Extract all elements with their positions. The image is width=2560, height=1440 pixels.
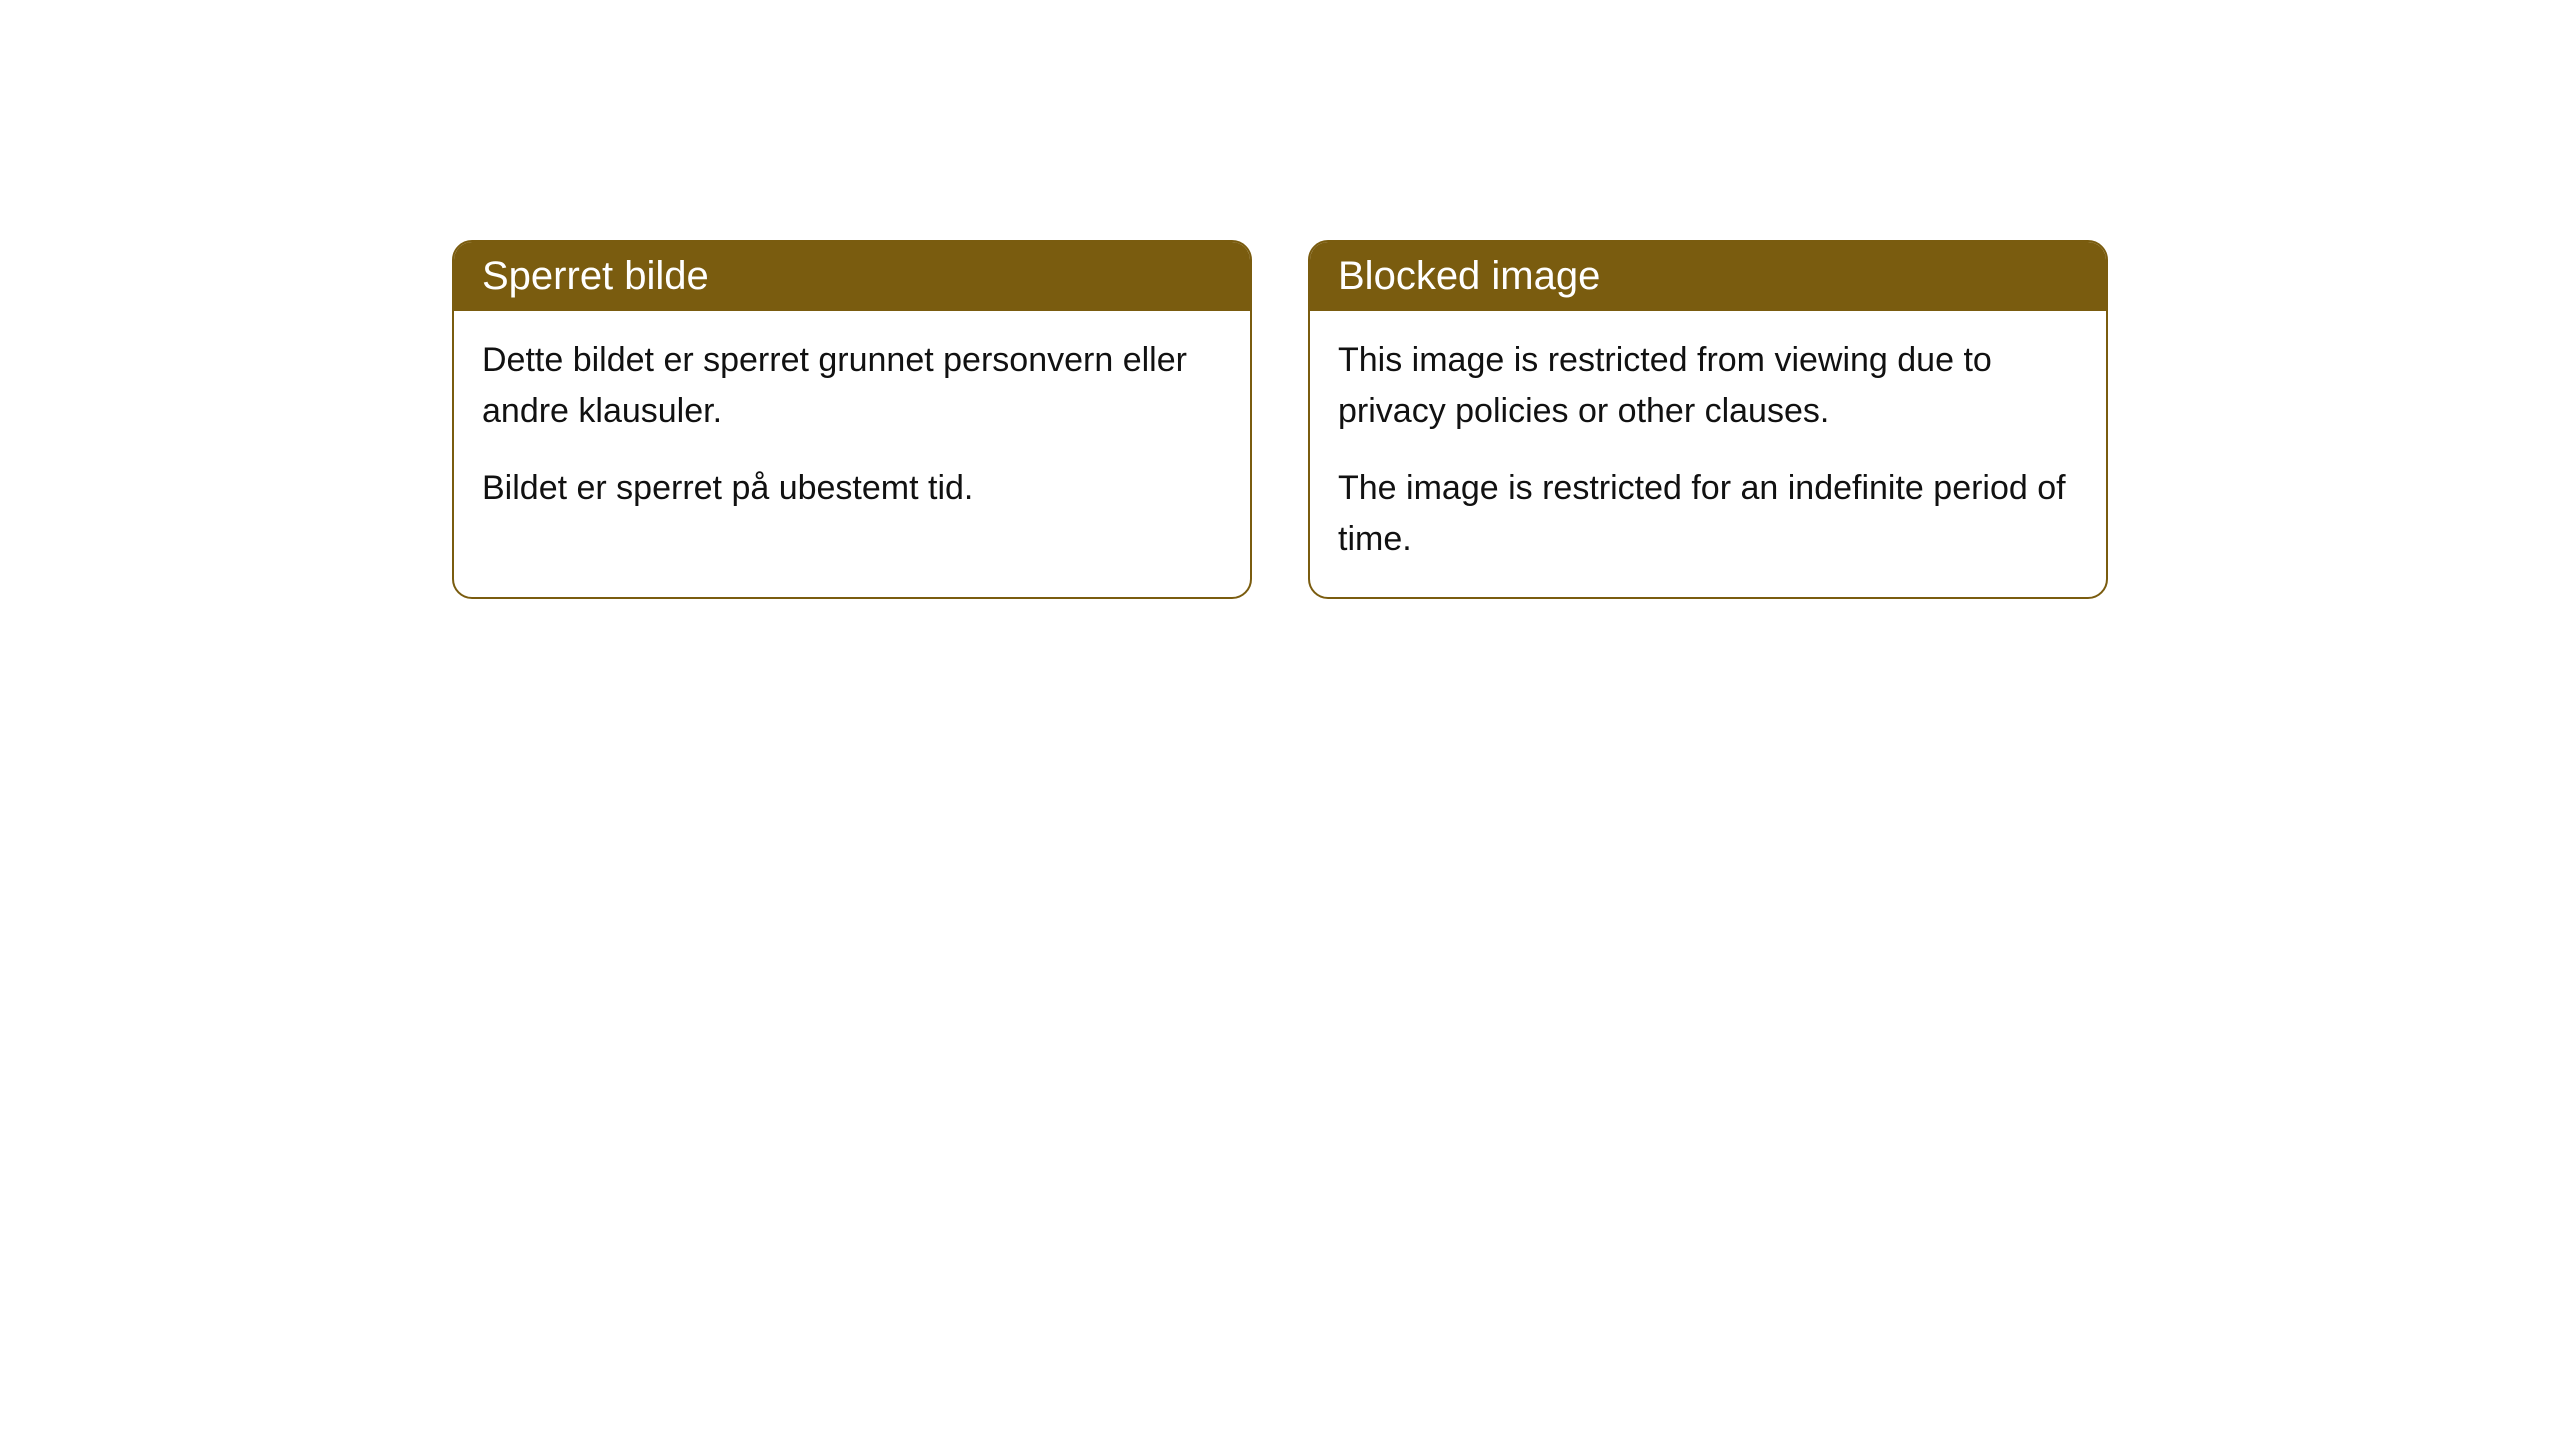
card-paragraph: Dette bildet er sperret grunnet personve… — [482, 335, 1222, 437]
card-body: This image is restricted from viewing du… — [1310, 311, 2106, 597]
card-header: Sperret bilde — [454, 242, 1250, 311]
blocked-image-card-no: Sperret bilde Dette bildet er sperret gr… — [452, 240, 1252, 599]
card-paragraph: The image is restricted for an indefinit… — [1338, 463, 2078, 565]
blocked-image-card-en: Blocked image This image is restricted f… — [1308, 240, 2108, 599]
card-header: Blocked image — [1310, 242, 2106, 311]
card-body: Dette bildet er sperret grunnet personve… — [454, 311, 1250, 546]
notice-container: Sperret bilde Dette bildet er sperret gr… — [452, 240, 2108, 599]
card-paragraph: This image is restricted from viewing du… — [1338, 335, 2078, 437]
card-paragraph: Bildet er sperret på ubestemt tid. — [482, 463, 1222, 514]
